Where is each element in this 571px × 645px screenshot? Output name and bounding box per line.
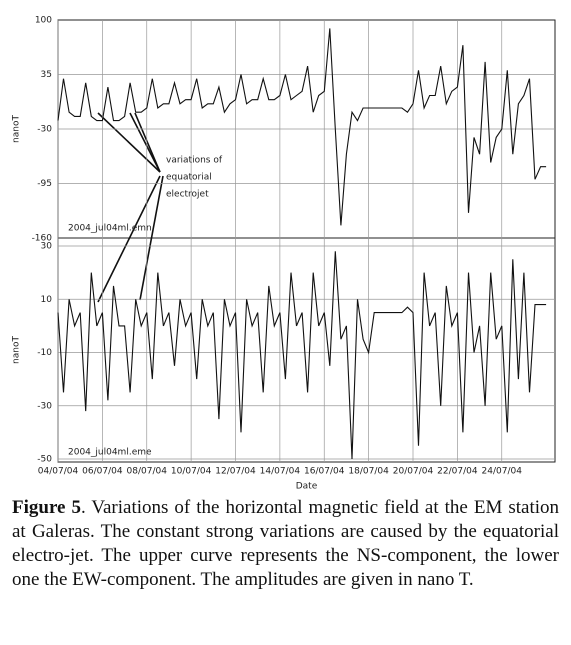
y-tick-label: 30	[41, 242, 53, 252]
x-tick-label: 10/07/04	[171, 467, 212, 477]
caption-label: Figure 5	[12, 497, 81, 518]
y-tick-label: -10	[37, 348, 52, 358]
x-tick-label: 06/07/04	[82, 467, 123, 477]
y-tick-label: -30	[37, 401, 52, 411]
y-tick-label: -30	[37, 125, 52, 135]
x-tick-label: 08/07/04	[127, 467, 168, 477]
caption: Figure 5. Variations of the horizontal m…	[12, 496, 559, 592]
annotation: variations of	[166, 156, 223, 166]
data-line	[57, 251, 547, 460]
y-tick-label: -160	[32, 234, 53, 244]
panel-label: 2004_jul04ml.emn	[68, 224, 152, 234]
x-tick-label: 24/07/04	[482, 467, 523, 477]
y-tick-label: 35	[41, 70, 52, 80]
y-tick-label: -50	[37, 455, 52, 465]
x-tick-label: 04/07/04	[38, 467, 79, 477]
figure: 100 35 -30 -95 -160 nanoT 2004_jul04ml.emn vari…	[12, 16, 556, 492]
x-tick-label: 20/07/04	[393, 467, 434, 477]
annotation: equatorial	[166, 173, 212, 183]
x-tick-label: 18/07/04	[348, 467, 389, 477]
y-tick-label: -95	[37, 179, 52, 189]
caption-text: . Variations of the horizontal magnetic …	[12, 497, 559, 590]
data-line	[57, 28, 547, 226]
y-axis-label: nanoT	[12, 115, 22, 143]
annotation-arrows	[97, 112, 164, 303]
y-tick-label: 100	[35, 16, 52, 26]
y-tick-label: 10	[41, 295, 53, 305]
y-axis-label: nanoT	[12, 336, 22, 364]
annotation: electrojet	[166, 190, 209, 200]
x-tick-label: 12/07/04	[215, 467, 256, 477]
x-axis-label: Date	[296, 482, 318, 492]
x-tick-label: 16/07/04	[304, 467, 345, 477]
panel-label: 2004_jul04ml.eme	[68, 448, 152, 458]
x-tick-label: 14/07/04	[260, 467, 301, 477]
x-tick-label: 22/07/04	[437, 467, 478, 477]
